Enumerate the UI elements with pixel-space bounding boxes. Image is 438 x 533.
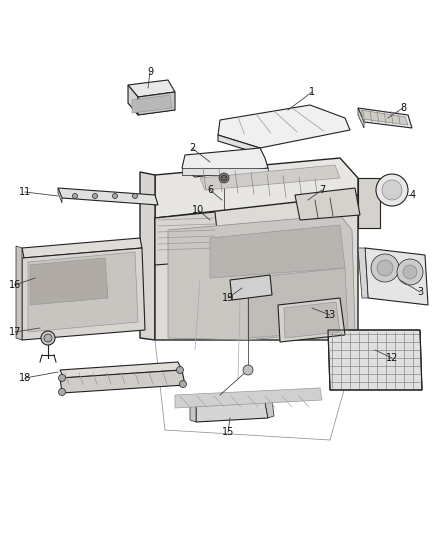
Circle shape — [113, 193, 117, 198]
Text: 9: 9 — [147, 67, 153, 77]
Polygon shape — [155, 195, 358, 340]
Polygon shape — [284, 302, 340, 338]
Text: 11: 11 — [19, 187, 31, 197]
Circle shape — [376, 174, 408, 206]
Polygon shape — [140, 172, 155, 340]
Polygon shape — [155, 158, 358, 218]
Text: 17: 17 — [9, 327, 21, 337]
Circle shape — [177, 367, 184, 374]
Circle shape — [41, 331, 55, 345]
Circle shape — [180, 381, 187, 387]
Polygon shape — [22, 238, 142, 258]
Polygon shape — [58, 188, 62, 203]
Circle shape — [243, 365, 253, 375]
Polygon shape — [60, 370, 185, 393]
Polygon shape — [58, 188, 158, 205]
Polygon shape — [128, 85, 138, 115]
Circle shape — [377, 260, 393, 276]
Polygon shape — [328, 330, 422, 390]
Polygon shape — [182, 168, 268, 175]
Circle shape — [221, 175, 227, 181]
Polygon shape — [218, 135, 260, 154]
Circle shape — [403, 265, 417, 279]
Text: 19: 19 — [222, 293, 234, 303]
Polygon shape — [138, 92, 175, 115]
Polygon shape — [200, 165, 340, 190]
Circle shape — [59, 375, 66, 382]
Circle shape — [44, 334, 52, 342]
Circle shape — [397, 259, 423, 285]
Polygon shape — [358, 178, 380, 228]
Text: 7: 7 — [319, 185, 325, 195]
Circle shape — [59, 389, 66, 395]
Polygon shape — [361, 110, 408, 125]
Polygon shape — [155, 212, 220, 265]
Polygon shape — [182, 148, 268, 177]
Text: 2: 2 — [189, 143, 195, 153]
Polygon shape — [265, 400, 274, 418]
Text: 6: 6 — [207, 185, 213, 195]
Polygon shape — [190, 396, 196, 422]
Text: 18: 18 — [19, 373, 31, 383]
Polygon shape — [196, 402, 268, 422]
Text: 1: 1 — [309, 87, 315, 97]
Polygon shape — [358, 248, 368, 298]
Circle shape — [382, 180, 402, 200]
Polygon shape — [16, 246, 22, 340]
Circle shape — [371, 254, 399, 282]
Text: 15: 15 — [222, 427, 234, 437]
Polygon shape — [248, 268, 348, 338]
Polygon shape — [218, 105, 350, 148]
Polygon shape — [175, 388, 322, 408]
Polygon shape — [128, 98, 175, 115]
Text: 16: 16 — [9, 280, 21, 290]
Polygon shape — [210, 225, 345, 278]
Polygon shape — [132, 95, 172, 113]
Circle shape — [133, 193, 138, 198]
Text: 10: 10 — [192, 205, 204, 215]
Polygon shape — [295, 188, 360, 220]
Circle shape — [92, 193, 98, 198]
Text: 4: 4 — [410, 190, 416, 200]
Text: 3: 3 — [417, 287, 423, 297]
Polygon shape — [128, 80, 175, 97]
Polygon shape — [168, 215, 355, 340]
Text: 12: 12 — [386, 353, 398, 363]
Polygon shape — [60, 362, 182, 378]
Polygon shape — [196, 394, 265, 406]
Text: 8: 8 — [400, 103, 406, 113]
Circle shape — [219, 173, 229, 183]
Polygon shape — [230, 275, 272, 300]
Text: 13: 13 — [324, 310, 336, 320]
Circle shape — [73, 193, 78, 198]
Polygon shape — [365, 248, 428, 305]
Polygon shape — [22, 248, 145, 340]
Polygon shape — [278, 298, 345, 342]
Polygon shape — [358, 108, 364, 128]
Polygon shape — [358, 108, 412, 128]
Polygon shape — [28, 252, 138, 332]
Polygon shape — [30, 258, 108, 305]
